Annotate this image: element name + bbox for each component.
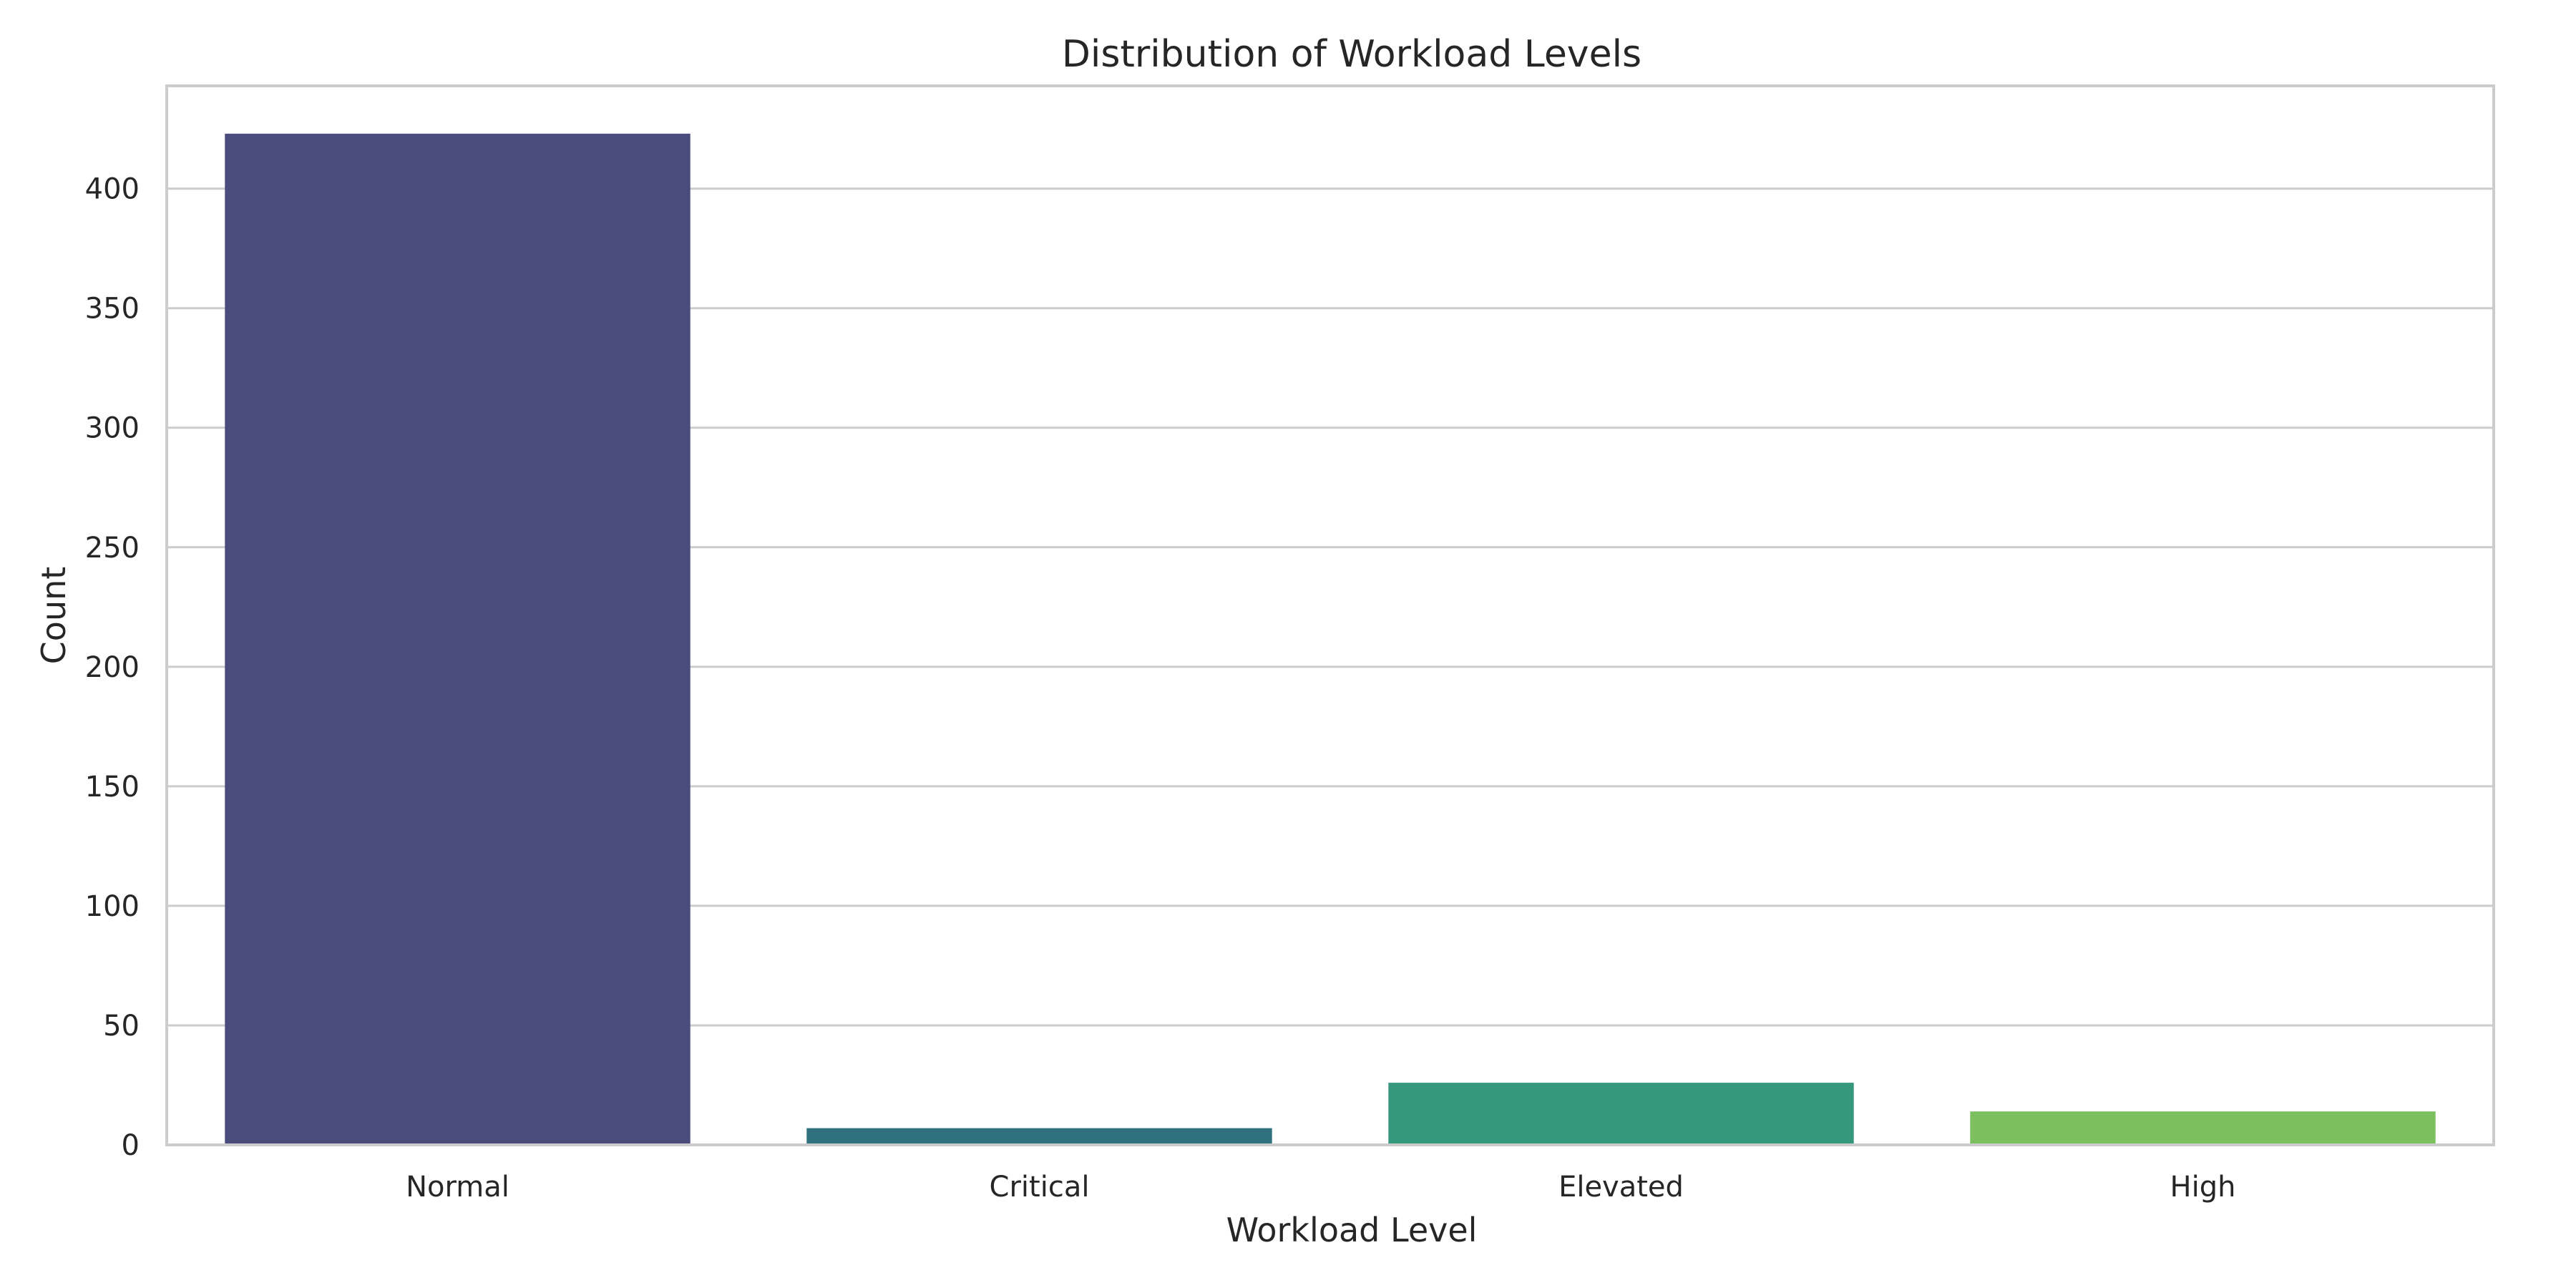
x-tick-label-elevated: Elevated bbox=[1558, 1171, 1684, 1204]
y-tick-label: 400 bbox=[85, 173, 140, 206]
y-axis-title: Count bbox=[34, 567, 73, 665]
y-tick-label: 350 bbox=[85, 293, 140, 326]
x-tick-label-high: High bbox=[2170, 1171, 2236, 1204]
y-tick-label: 100 bbox=[85, 890, 140, 923]
y-tick-label: 150 bbox=[85, 771, 140, 804]
plot-frame bbox=[165, 84, 2495, 1146]
y-tick-label: 50 bbox=[103, 1010, 140, 1043]
x-axis-title: Workload Level bbox=[1226, 1211, 1478, 1249]
y-tick-label: 300 bbox=[85, 412, 140, 445]
bars bbox=[225, 133, 2436, 1146]
y-tick-label: 250 bbox=[85, 532, 140, 565]
chart-title: Distribution of Workload Levels bbox=[1062, 33, 1641, 76]
y-tick-labels: 0 50 100 150 200 250 300 350 400 bbox=[85, 173, 140, 1162]
bar-critical bbox=[806, 1128, 1272, 1145]
y-tick-label: 0 bbox=[122, 1129, 140, 1162]
x-tick-labels: Normal Critical Elevated High bbox=[406, 1171, 2235, 1204]
bar-elevated bbox=[1388, 1083, 1854, 1145]
bar-normal bbox=[225, 133, 691, 1146]
x-tick-label-critical: Critical bbox=[990, 1171, 1090, 1204]
bar-high bbox=[1970, 1111, 2436, 1145]
y-tick-label: 200 bbox=[85, 651, 140, 684]
x-tick-label-normal: Normal bbox=[406, 1171, 509, 1204]
